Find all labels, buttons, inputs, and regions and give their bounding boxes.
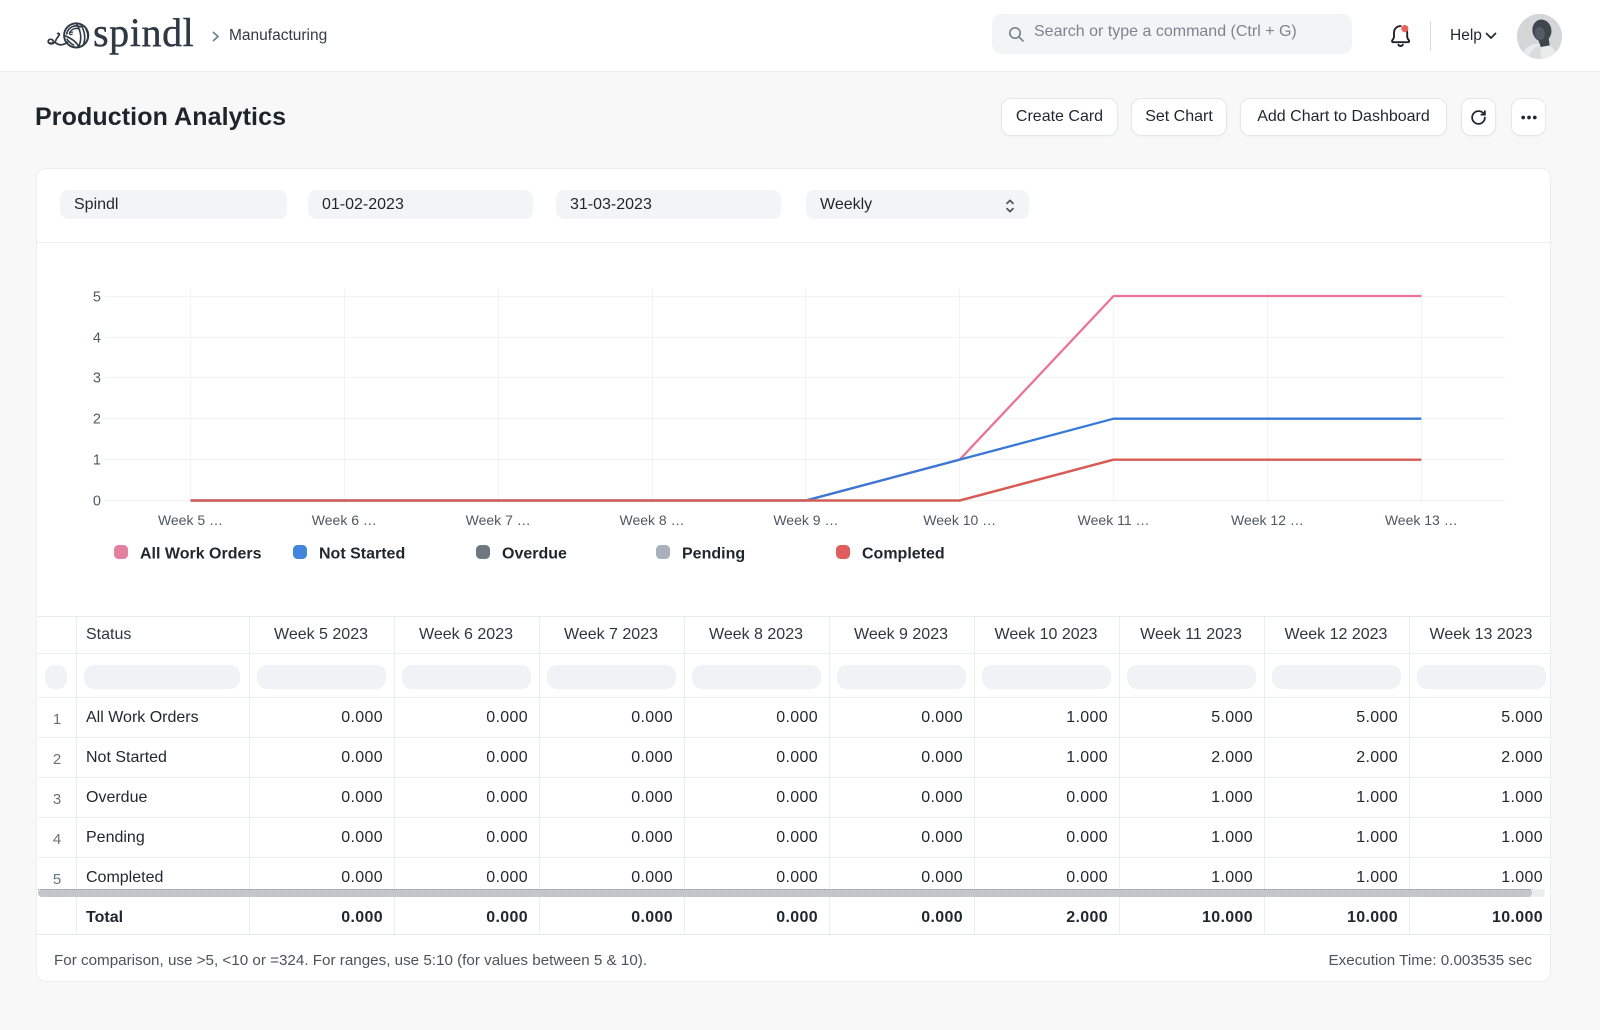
svg-text:Week 12 …: Week 12 …	[1231, 512, 1304, 528]
svg-text:Week 6 …: Week 6 …	[312, 512, 377, 528]
svg-text:3: 3	[93, 370, 101, 386]
svg-text:Week 11 …: Week 11 …	[1078, 512, 1150, 528]
svg-text:Week 13 …: Week 13 …	[1385, 512, 1458, 528]
svg-text:4: 4	[93, 330, 101, 346]
svg-text:Week 5 …: Week 5 …	[158, 512, 223, 528]
svg-text:Not Started: Not Started	[319, 546, 405, 563]
svg-text:2: 2	[93, 411, 101, 427]
svg-text:Completed: Completed	[862, 546, 945, 563]
svg-text:0: 0	[93, 493, 101, 509]
svg-text:Week 10 …: Week 10 …	[923, 512, 996, 528]
svg-text:1: 1	[93, 452, 101, 468]
svg-text:Week 7 …: Week 7 …	[466, 512, 531, 528]
svg-text:Week 8 …: Week 8 …	[619, 512, 684, 528]
svg-text:Overdue: Overdue	[502, 546, 567, 563]
svg-text:5: 5	[93, 289, 101, 305]
svg-text:Week 9 …: Week 9 …	[773, 512, 838, 528]
svg-text:All Work Orders: All Work Orders	[140, 546, 262, 563]
svg-text:Pending: Pending	[682, 546, 745, 563]
